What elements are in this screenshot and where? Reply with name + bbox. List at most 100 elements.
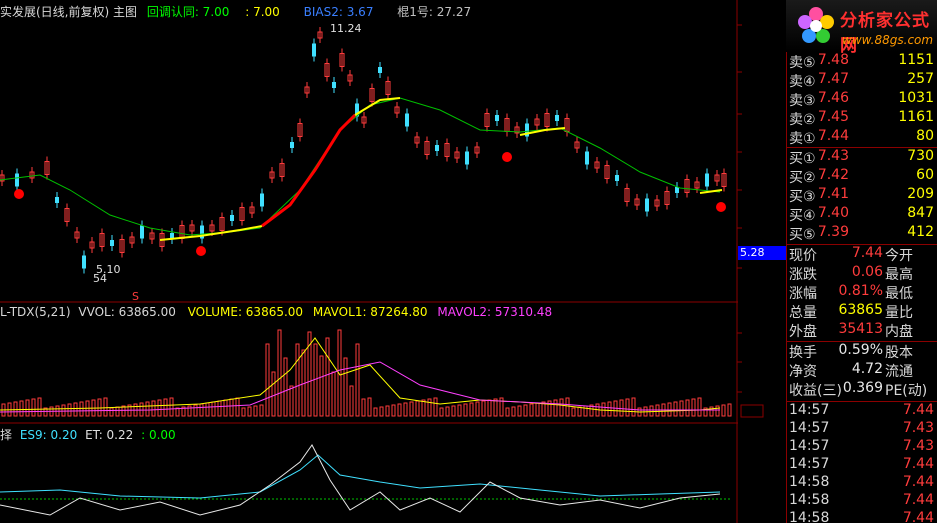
tick-row[interactable]: 14:57 7.44 <box>789 456 937 475</box>
row-value: 7.47 <box>817 71 849 87</box>
volume-bar <box>631 397 636 417</box>
candle-body <box>239 207 245 221</box>
volume-bar <box>697 397 702 417</box>
quote-row[interactable]: 涨幅 0.81% 最低 <box>789 283 937 302</box>
row-volume: 60 <box>916 167 934 183</box>
candle-body <box>394 106 400 114</box>
volume-bar <box>535 402 540 417</box>
row-label: 14:57 <box>789 438 830 454</box>
buy-order-row[interactable]: 买⑤ 7.39 412 <box>789 224 937 243</box>
volume-bar <box>163 398 168 417</box>
row-volume: 412 <box>907 224 934 240</box>
row-value: 7.48 <box>817 52 849 68</box>
row-label: 14:58 <box>789 492 830 508</box>
quote-panel: 分析家公式网 www.88gs.com 卖⑤ 7.48 1151 卖④ 7.47 257 卖… <box>786 0 937 523</box>
trend-line-yellow <box>699 189 723 194</box>
row-value: 63865 <box>838 302 883 318</box>
volume-bar <box>403 402 408 417</box>
volume-bar <box>139 402 144 417</box>
volume-bar <box>523 404 528 417</box>
chart-area[interactable]: 实发展(日线,前复权) 主图 回调认同: 7.00 : 7.00 BIAS2: … <box>0 0 786 523</box>
row-volume: 80 <box>916 128 934 144</box>
row-value: 7.44 <box>851 245 883 261</box>
et-label: ET: 0.22 <box>85 428 134 442</box>
volume-bar <box>679 400 684 417</box>
row-label: 买① <box>789 151 816 167</box>
volume-bar <box>325 337 330 417</box>
volume-bar <box>37 397 42 417</box>
sell-order-row[interactable]: 卖③ 7.46 1031 <box>789 90 937 109</box>
indicator-name: 择 <box>0 428 13 442</box>
buy-order-row[interactable]: 买④ 7.40 847 <box>789 205 937 224</box>
volume-bar <box>283 357 288 417</box>
low-annotation: 5.10 <box>96 263 121 276</box>
trend-line-yellow <box>354 97 401 116</box>
candle-body <box>355 103 359 117</box>
volume-bar <box>103 397 108 417</box>
row-value: 7.44 <box>902 492 934 508</box>
volume-bar <box>151 400 156 417</box>
volume-bar <box>439 407 444 417</box>
row-label-2: 内盘 <box>885 324 913 340</box>
row-label-2: 流通 <box>885 364 913 380</box>
volume-bar <box>253 405 258 417</box>
volume-bar <box>589 404 594 417</box>
candle-body <box>435 145 439 151</box>
candle-body <box>0 174 5 182</box>
volume-bar <box>19 400 24 417</box>
volume-bar <box>229 398 234 417</box>
vol-indicator-name: L-TDX(5,21) <box>0 305 71 319</box>
volume-bar <box>265 343 270 417</box>
volume-bar <box>451 405 456 417</box>
volume-bar <box>247 406 252 417</box>
trend-line-yellow <box>159 225 263 241</box>
quote-row[interactable]: 外盘 35413 内盘 <box>789 321 937 340</box>
candle-body <box>64 208 70 222</box>
candle-body <box>424 141 430 155</box>
candlestick-chart[interactable] <box>0 0 786 523</box>
row-label: 14:58 <box>789 510 830 523</box>
tick-row[interactable]: 14:57 7.44 <box>789 402 937 421</box>
tick-row[interactable]: 14:57 7.43 <box>789 420 937 439</box>
volume-bar <box>187 405 192 417</box>
volume-bar <box>355 343 360 417</box>
quote-row[interactable]: 总量 63865 量比 <box>789 302 937 321</box>
tick-row[interactable]: 14:58 7.44 <box>789 474 937 493</box>
volume-bar <box>199 403 204 417</box>
candle-body <box>297 123 303 137</box>
row-value: 7.43 <box>902 438 934 454</box>
fundamental-row[interactable]: 净资 4.72 流通 <box>789 361 937 380</box>
candle-body <box>714 174 720 182</box>
row-label: 卖① <box>789 131 816 147</box>
row-value: 7.41 <box>817 186 849 202</box>
fundamental-row[interactable]: 收益(三) 0.369 PE(动) <box>789 380 937 399</box>
sell-order-row[interactable]: 卖① 7.44 80 <box>789 128 937 147</box>
candle-body <box>99 233 105 247</box>
volume-bar <box>601 402 606 417</box>
candle-body <box>119 239 125 253</box>
row-volume: 209 <box>907 186 934 202</box>
row-value: 35413 <box>838 321 883 337</box>
volume-bar <box>73 402 78 417</box>
tick-row[interactable]: 14:58 7.44 <box>789 510 937 523</box>
row-value: 0.81% <box>838 283 883 299</box>
buy-order-row[interactable]: 买① 7.43 730 <box>789 148 937 167</box>
tick-row[interactable]: 14:57 7.43 <box>789 438 937 457</box>
quote-row[interactable]: 涨跌 0.06 最高 <box>789 264 937 283</box>
fundamental-row[interactable]: 换手 0.59% 股本 <box>789 342 937 361</box>
sell-order-row[interactable]: 卖② 7.45 1161 <box>789 109 937 128</box>
volume-bar <box>553 399 558 417</box>
es-label: ES9: 0.20 <box>19 428 78 442</box>
buy-order-row[interactable]: 买③ 7.41 209 <box>789 186 937 205</box>
tick-row[interactable]: 14:58 7.44 <box>789 492 937 511</box>
quote-row[interactable]: 现价 7.44 今开 <box>789 245 937 264</box>
sell-order-row[interactable]: 卖④ 7.47 257 <box>789 71 937 90</box>
sell-order-row[interactable]: 卖⑤ 7.48 1151 <box>789 52 937 71</box>
candle-body <box>444 143 450 157</box>
volume-bar <box>625 398 630 417</box>
volume-bar <box>517 405 522 417</box>
candle-body <box>89 241 95 249</box>
buy-order-row[interactable]: 买② 7.42 60 <box>789 167 937 186</box>
volume-bar <box>547 400 552 417</box>
candle-body <box>495 115 499 121</box>
